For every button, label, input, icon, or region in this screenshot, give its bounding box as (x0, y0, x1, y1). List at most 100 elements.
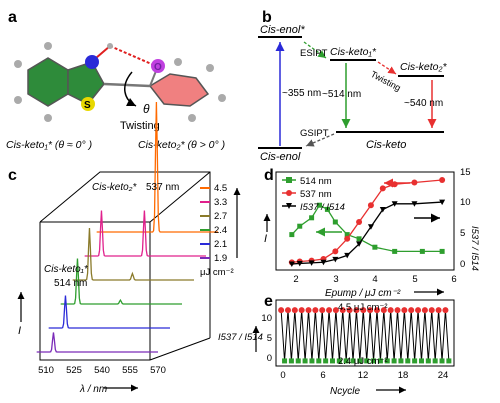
high-point (421, 307, 428, 314)
low-point (391, 358, 397, 364)
spectrum-trace (60, 258, 182, 305)
low-point (323, 358, 329, 364)
panel-c-letter: c (8, 167, 17, 184)
high-point (367, 307, 374, 314)
cycle-series (278, 307, 452, 364)
svg-text:18: 18 (398, 370, 409, 381)
high-point (278, 307, 285, 314)
high-point (291, 307, 298, 314)
low-point (446, 358, 452, 364)
low-point (384, 358, 390, 364)
svg-text:4: 4 (372, 274, 377, 285)
data-point (356, 236, 362, 242)
svg-text:1.9: 1.9 (214, 253, 227, 264)
svg-text:S: S (84, 100, 91, 111)
data-point (372, 244, 378, 250)
low-point (282, 358, 288, 364)
high-point (442, 307, 449, 314)
svg-text:3.3: 3.3 (214, 197, 227, 208)
phenol-ring (148, 73, 210, 107)
svg-text:~355 nm: ~355 nm (282, 88, 321, 99)
cycle-line (280, 310, 450, 361)
high-point (373, 307, 380, 314)
svg-text:μJ cm⁻²: μJ cm⁻² (200, 267, 234, 278)
spectrum-trace (72, 227, 194, 281)
svg-text:4.5: 4.5 (214, 183, 227, 194)
nitrogen-atom (85, 55, 99, 69)
twisting-arrow (124, 71, 137, 107)
low-point (343, 358, 349, 364)
svg-text:5: 5 (412, 274, 417, 285)
svg-text:5: 5 (460, 228, 465, 239)
spectra-traces (36, 101, 218, 353)
high-point (394, 307, 401, 314)
low-point (432, 358, 438, 364)
panel-d-letter: d (264, 167, 274, 184)
high-point (312, 307, 319, 314)
svg-text:~540 nm: ~540 nm (404, 98, 443, 109)
svg-text:3: 3 (333, 274, 338, 285)
svg-text:Epump / μJ cm⁻²: Epump / μJ cm⁻² (325, 288, 401, 299)
high-point (408, 307, 415, 314)
high-point (332, 307, 339, 314)
svg-text:5: 5 (267, 333, 272, 344)
data-point (332, 256, 339, 263)
low-point (357, 358, 363, 364)
svg-text:0: 0 (267, 353, 272, 364)
svg-text:I: I (264, 233, 267, 245)
data-point (309, 215, 315, 221)
svg-text:O: O (154, 62, 162, 73)
low-point (295, 358, 301, 364)
spectra-legend: 4.5 3.3 2.7 2.4 2.1 1.9 μJ cm⁻² (200, 183, 241, 278)
data-point (344, 235, 351, 242)
svg-text:15: 15 (460, 167, 471, 178)
keto2-caption: Cis-keto₂* (θ > 0° ) (138, 139, 225, 151)
svg-text:6: 6 (320, 370, 325, 381)
keto2-nm-label: 537 nm (146, 182, 179, 193)
data-point (344, 232, 350, 238)
data-point (356, 241, 363, 247)
keto2-peak-label: Cis-keto₂* (92, 182, 137, 193)
high-point (326, 307, 333, 314)
svg-text:0: 0 (460, 259, 465, 270)
theta-symbol: θ (143, 102, 150, 116)
low-point (412, 358, 418, 364)
data-point (344, 252, 351, 259)
spectra-frame (39, 171, 211, 361)
low-point (405, 358, 411, 364)
high-point (401, 307, 408, 314)
keto1-peak-label: Cis-keto₁* (44, 264, 89, 275)
keto1-caption: Cis-keto₁* (θ ≈ 0° ) (6, 139, 92, 151)
molecule-structure: N S O θ Twisting (14, 42, 226, 132)
low-point (350, 358, 356, 364)
svg-text:Twisting: Twisting (369, 69, 402, 93)
svg-text:514 nm: 514 nm (300, 176, 332, 187)
svg-text:570: 570 (150, 365, 166, 376)
svg-text:Ncycle: Ncycle (330, 386, 360, 397)
series-line (291, 201, 443, 265)
low-point (316, 358, 322, 364)
svg-text:540: 540 (94, 365, 110, 376)
high-point (387, 307, 394, 314)
data-point (391, 201, 398, 207)
data-point (288, 261, 295, 267)
low-point (439, 358, 445, 364)
panel-b-letter: b (262, 9, 272, 26)
spectrum-trace (84, 210, 206, 257)
low-point (398, 358, 404, 364)
high-point (305, 307, 312, 314)
data-point (367, 224, 374, 230)
svg-text:12: 12 (358, 370, 369, 381)
data-point (332, 248, 339, 255)
high-point (435, 307, 442, 314)
svg-text:Cis-keto: Cis-keto (366, 139, 406, 151)
svg-text:GSIPT: GSIPT (300, 128, 329, 139)
data-point (332, 219, 338, 225)
low-point (309, 358, 315, 364)
energy-diagram: Cis-enol* Cis-keto₁* Cis-keto₂* Cis-keto… (258, 24, 448, 163)
low-point (336, 358, 342, 364)
spectra-x-axis: 510 525 540 555 570 λ / nm (38, 365, 166, 395)
high-point (298, 307, 305, 314)
low-point (371, 358, 377, 364)
svg-text:6: 6 (451, 274, 456, 285)
